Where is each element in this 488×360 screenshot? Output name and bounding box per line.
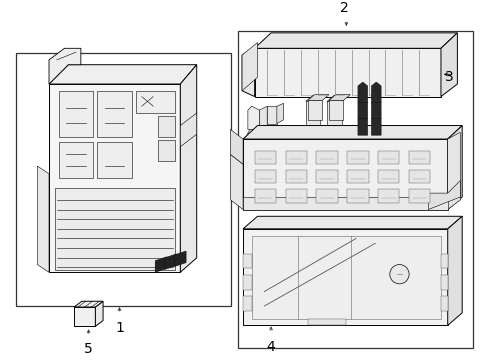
Polygon shape [305, 102, 320, 132]
Polygon shape [285, 189, 306, 203]
Polygon shape [59, 142, 93, 178]
Polygon shape [74, 301, 103, 307]
Polygon shape [266, 106, 276, 123]
Bar [158, 140, 174, 161]
Polygon shape [305, 96, 326, 102]
Polygon shape [74, 307, 95, 327]
Polygon shape [251, 235, 440, 319]
Polygon shape [328, 95, 349, 100]
Polygon shape [243, 197, 447, 210]
Polygon shape [230, 154, 243, 210]
Polygon shape [316, 150, 337, 164]
Polygon shape [377, 170, 399, 184]
Polygon shape [242, 42, 257, 91]
Polygon shape [180, 113, 196, 147]
Bar [16, 53, 230, 306]
Polygon shape [254, 33, 456, 48]
Polygon shape [164, 254, 176, 269]
Polygon shape [307, 95, 328, 100]
Polygon shape [180, 65, 196, 272]
Polygon shape [254, 189, 275, 203]
Polygon shape [254, 170, 275, 184]
Polygon shape [346, 170, 368, 184]
Polygon shape [307, 100, 322, 120]
Polygon shape [371, 99, 380, 119]
Polygon shape [243, 296, 251, 311]
Polygon shape [440, 275, 447, 290]
Polygon shape [285, 170, 306, 184]
Polygon shape [447, 216, 461, 325]
Polygon shape [254, 150, 275, 164]
Text: 1: 1 [115, 320, 123, 334]
Polygon shape [447, 126, 461, 210]
Polygon shape [285, 150, 306, 164]
Polygon shape [307, 319, 346, 325]
Polygon shape [328, 100, 343, 120]
Polygon shape [254, 48, 440, 96]
Text: 3: 3 [444, 70, 453, 84]
Polygon shape [427, 181, 459, 210]
Circle shape [389, 265, 408, 284]
Polygon shape [243, 254, 251, 269]
Polygon shape [440, 296, 447, 311]
Polygon shape [377, 150, 399, 164]
Polygon shape [247, 106, 259, 129]
Polygon shape [49, 84, 180, 272]
Polygon shape [371, 115, 380, 135]
Polygon shape [243, 275, 251, 290]
Polygon shape [371, 82, 380, 102]
Polygon shape [316, 170, 337, 184]
Polygon shape [447, 132, 459, 210]
Polygon shape [259, 106, 266, 129]
Polygon shape [155, 257, 166, 272]
Polygon shape [357, 82, 367, 102]
Polygon shape [440, 254, 447, 269]
Polygon shape [243, 139, 447, 210]
Polygon shape [440, 33, 456, 96]
Polygon shape [408, 189, 429, 203]
Polygon shape [97, 142, 132, 178]
Polygon shape [316, 189, 337, 203]
Polygon shape [242, 48, 254, 96]
Polygon shape [346, 150, 368, 164]
Polygon shape [326, 96, 347, 102]
Polygon shape [326, 102, 341, 132]
Polygon shape [243, 216, 461, 229]
Text: 5: 5 [84, 342, 93, 356]
Polygon shape [95, 301, 103, 327]
Text: 4: 4 [266, 340, 275, 354]
Polygon shape [245, 129, 261, 145]
Polygon shape [38, 166, 49, 272]
Polygon shape [243, 229, 447, 325]
Bar [158, 116, 174, 137]
Polygon shape [346, 189, 368, 203]
Polygon shape [230, 129, 243, 164]
Polygon shape [97, 91, 132, 137]
Polygon shape [49, 65, 196, 84]
Polygon shape [243, 126, 461, 139]
Polygon shape [408, 170, 429, 184]
Polygon shape [357, 99, 367, 119]
Polygon shape [357, 115, 367, 135]
Polygon shape [136, 91, 174, 113]
Bar [55, 188, 175, 270]
Polygon shape [377, 189, 399, 203]
Polygon shape [276, 103, 283, 123]
Polygon shape [174, 251, 186, 266]
Polygon shape [408, 150, 429, 164]
Polygon shape [59, 91, 93, 137]
Text: 2: 2 [339, 1, 348, 15]
Bar [238, 31, 472, 348]
Polygon shape [257, 129, 266, 145]
Polygon shape [49, 48, 81, 84]
